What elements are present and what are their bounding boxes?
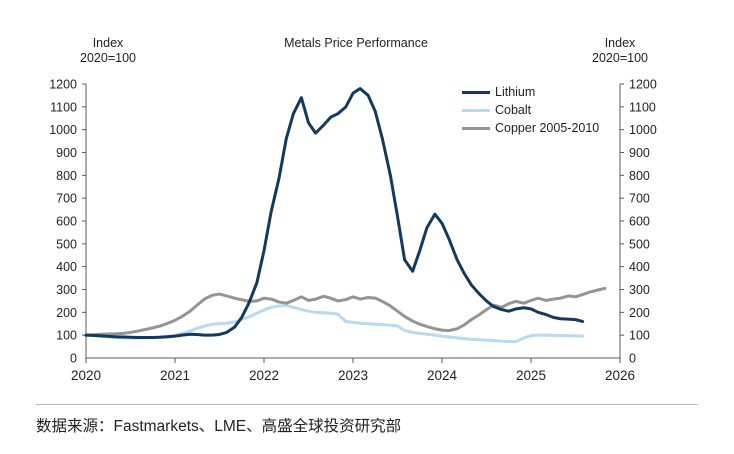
y-tick-label-right: 700 xyxy=(629,192,650,206)
right-axis-unit-line1: Index xyxy=(604,36,636,50)
y-tick-label-left: 900 xyxy=(56,146,77,160)
y-tick-label-right: 900 xyxy=(629,146,650,160)
source-divider xyxy=(36,404,698,405)
plot-area: 0 0 100 100 200 200 300 300 400 400 500 500 600 600 70… xyxy=(49,78,657,384)
legend-item-lithium[interactable]: Lithium xyxy=(462,84,599,100)
y-tick-label-left: 600 xyxy=(56,215,77,229)
y-tick-label-right: 1100 xyxy=(629,100,656,114)
legend-label: Lithium xyxy=(495,85,536,99)
x-tick-label: 2022 xyxy=(249,368,279,383)
x-tick-label: 2025 xyxy=(516,368,546,383)
legend-item-copper-2005-2010[interactable]: Copper 2005-2010 xyxy=(462,120,599,136)
series-lines xyxy=(84,87,607,344)
y-tick-label-left: 100 xyxy=(56,329,77,343)
x-tick-label: 2021 xyxy=(160,368,190,383)
y-tick-label-left: 800 xyxy=(56,169,77,183)
x-tick-label: 2023 xyxy=(338,368,368,383)
x-tick-label: 2026 xyxy=(605,368,635,383)
legend-item-cobalt[interactable]: Cobalt xyxy=(462,102,599,118)
right-axis-unit-line2: 2020=100 xyxy=(592,51,648,65)
y-tick-label-left: 200 xyxy=(56,306,77,320)
series-line-lithium xyxy=(84,87,585,339)
legend-label: Cobalt xyxy=(495,103,532,117)
y-tick-label-right: 500 xyxy=(629,237,650,251)
y-tick-label-right: 1000 xyxy=(629,123,657,137)
y-tick-label-right: 600 xyxy=(629,215,650,229)
y-tick-label-left: 1000 xyxy=(49,123,77,137)
legend-label: Copper 2005-2010 xyxy=(495,121,600,135)
y-tick-label-right: 0 xyxy=(629,352,636,366)
y-tick-label-right: 300 xyxy=(629,283,650,297)
y-tick-label-right: 200 xyxy=(629,306,650,320)
left-axis-unit-label: Index 2020=100 xyxy=(62,36,154,66)
chart-title: Metals Price Performance xyxy=(284,36,428,50)
y-tick-label-left: 0 xyxy=(70,352,77,366)
x-tick-label: 2024 xyxy=(427,368,458,383)
y-tick-label-right: 1200 xyxy=(629,78,657,92)
legend-swatch-icon xyxy=(462,126,490,130)
y-tick-label-left: 1200 xyxy=(49,78,77,92)
y-tick-label-left: 300 xyxy=(56,283,77,297)
y-tick-label-left: 700 xyxy=(56,192,77,206)
x-tick-label: 2020 xyxy=(71,368,101,383)
left-axis-unit-line1: Index xyxy=(92,36,124,50)
y-tick-label-left: 1100 xyxy=(50,100,77,114)
source-note: 数据来源：Fastmarkets、LME、高盛全球投资研究部 xyxy=(36,418,402,435)
y-tick-label-left: 400 xyxy=(56,260,77,274)
y-tick-label-right: 800 xyxy=(629,169,650,183)
legend-swatch-icon xyxy=(462,108,490,112)
series-line-copper-2005-2010 xyxy=(84,286,607,337)
right-axis-unit-label: Index 2020=100 xyxy=(574,36,666,66)
axes: 0 0 100 100 200 200 300 300 400 400 500 500 600 600 70… xyxy=(49,78,657,384)
left-axis-unit-line2: 2020=100 xyxy=(80,51,136,65)
y-tick-label-right: 400 xyxy=(629,260,650,274)
y-tick-label-right: 100 xyxy=(629,329,650,343)
legend-swatch-icon xyxy=(462,90,490,94)
y-tick-label-left: 500 xyxy=(56,237,77,251)
chart-legend: Lithium Cobalt Copper 2005-2010 xyxy=(462,84,599,138)
